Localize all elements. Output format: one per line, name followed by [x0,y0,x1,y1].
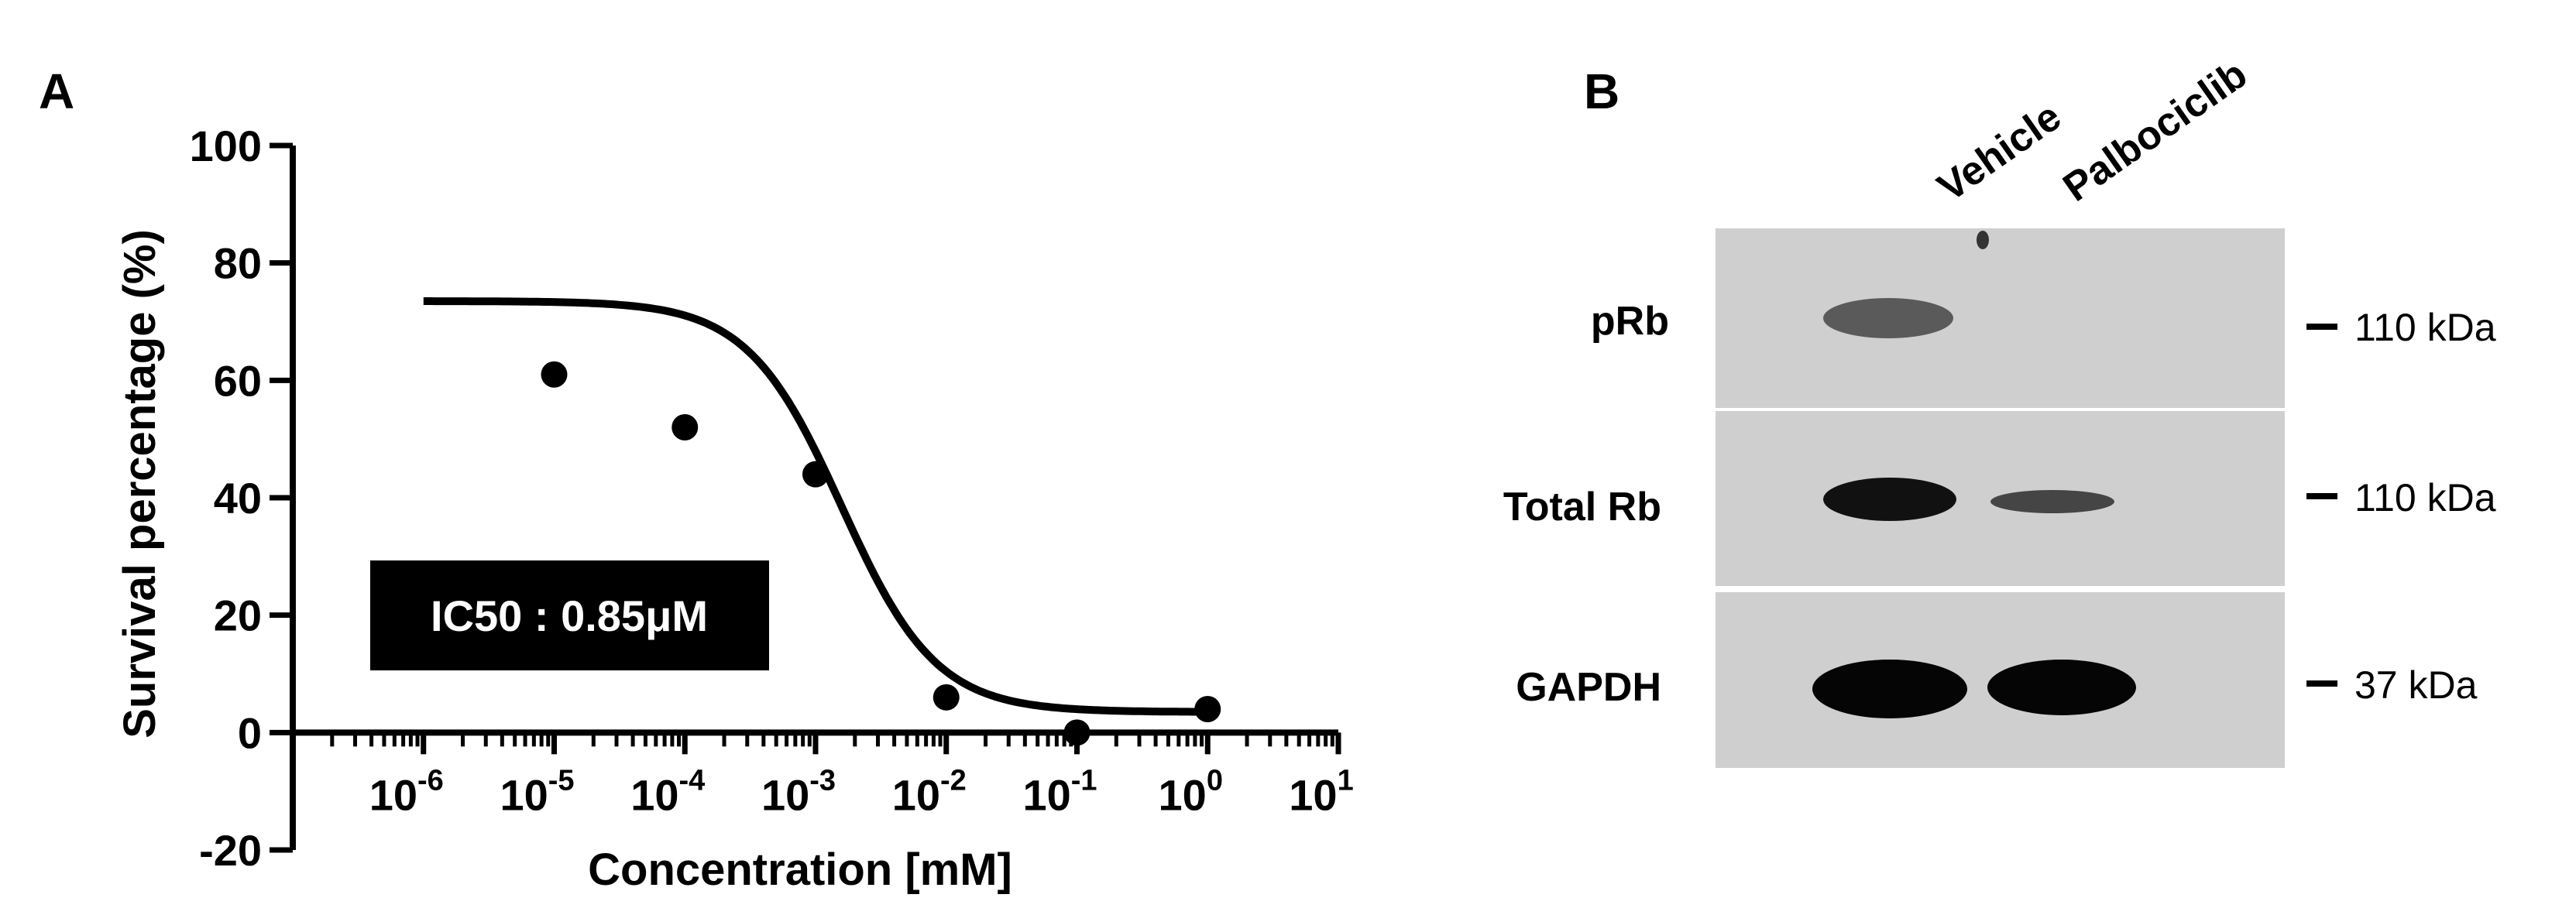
x-axis: 10-6 10-5 10-4 10-3 10-2 10-1 100 101 [293,729,1354,819]
panel-a-letter: A [39,63,74,119]
data-point [1063,719,1091,746]
x-tick-label: 101 [1289,764,1353,819]
marker-tick-gapdh [2306,680,2337,687]
x-minor-ticks [330,732,1334,747]
marker-tick-total-rb [2306,493,2337,499]
lane-label-vehicle: Vehicle [1930,94,2069,211]
x-tick-label: 10-3 [761,764,836,819]
y-tick-label: 100 [190,122,262,170]
row-label-total-rb: Total Rb [1503,485,1661,529]
lane-label-palbociclib: Palbociclib [2056,52,2255,211]
marker-gapdh: 37 kDa [2354,663,2478,707]
y-tick-label: -20 [199,826,262,875]
row-label-prb: pRb [1591,299,1669,344]
band-total-rb-palbociclib [1990,490,2114,513]
ic50-label: IC50 : 0.85μM [431,591,708,640]
fit-curve [423,297,1208,716]
x-tick-label: 10-6 [369,764,444,819]
y-tick-label: 40 [214,474,262,523]
x-tick-label: 10-5 [500,764,574,819]
blot-row-prb: pRb 110 kDa [1591,228,2496,408]
marker-prb: 110 kDa [2354,306,2496,349]
x-tick-label: 10-4 [630,764,705,819]
marker-tick-prb [2306,324,2337,330]
y-tick-label: 0 [238,708,262,757]
band-prb-vehicle [1823,298,1953,338]
band-total-rb-vehicle [1823,478,1956,521]
data-point [541,361,568,388]
band-gapdh-palbociclib [1987,660,2136,715]
panel-b-western-blot: B Vehicle Palbociclib pRb 110 kDa Total … [1503,52,2496,768]
y-tick-label: 20 [214,591,262,640]
marker-total-rb: 110 kDa [2354,476,2496,519]
x-axis-title: Concentration [mM] [588,845,1012,895]
row-label-gapdh: GAPDH [1516,665,1661,710]
data-point [802,461,829,488]
x-tick-label: 100 [1159,764,1223,819]
x-tick-label: 10-1 [1022,764,1097,819]
y-axis-title: Survival percentage (%) [115,229,165,739]
x-tick-label: 10-2 [892,764,967,819]
data-point [1194,696,1221,722]
y-tick-label: 60 [214,356,262,405]
blot-row-gapdh: GAPDH 37 kDa [1516,592,2478,768]
band-gapdh-vehicle [1812,660,1967,718]
panel-b-letter: B [1584,63,1619,119]
ic50-box: IC50 : 0.85μM [370,560,769,670]
blot-row-total-rb: Total Rb 110 kDa [1503,411,2496,586]
data-point [933,684,960,711]
blot-speck [1977,231,1989,249]
y-tick-label: 80 [214,239,262,288]
data-point [671,414,699,440]
data-points [541,361,1221,746]
y-axis: -20 0 20 40 60 80 100 [190,122,296,875]
